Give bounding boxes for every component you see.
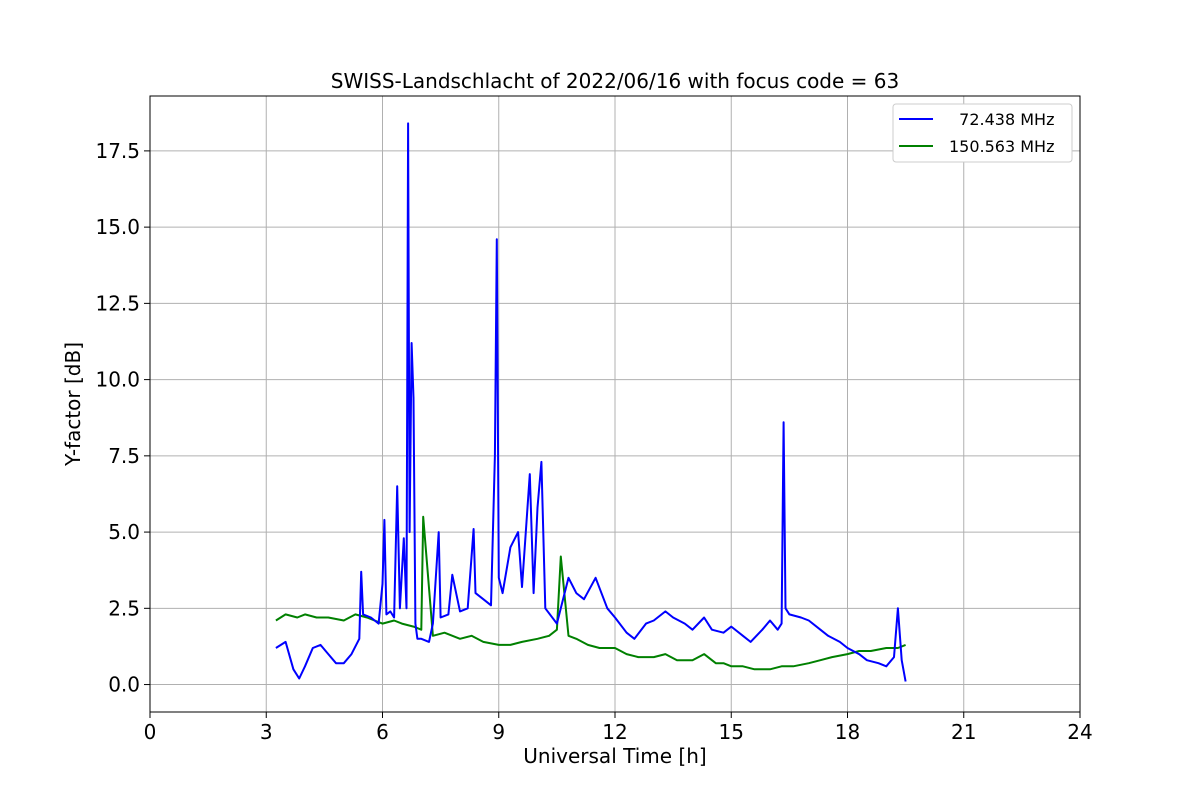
y-tick-label: 10.0 bbox=[95, 368, 140, 392]
x-tick-label: 21 bbox=[951, 720, 976, 744]
y-tick-label: 15.0 bbox=[95, 215, 140, 239]
x-tick-label: 9 bbox=[492, 720, 505, 744]
y-tick-label: 5.0 bbox=[108, 520, 140, 544]
plot-area bbox=[275, 122, 907, 682]
y-tick-label: 7.5 bbox=[108, 444, 140, 468]
series-150mhz-line bbox=[275, 515, 906, 671]
legend-label-72mhz: 72.438 MHz bbox=[949, 110, 1054, 129]
y-axis-label: Y-factor [dB] bbox=[61, 342, 85, 467]
legend: 72.438 MHz 150.563 MHz bbox=[892, 103, 1073, 163]
y-tick-label: 12.5 bbox=[95, 291, 140, 315]
x-tick-label: 24 bbox=[1067, 720, 1092, 744]
legend-box bbox=[892, 103, 1073, 163]
x-tick-label: 3 bbox=[260, 720, 273, 744]
x-tick-label: 15 bbox=[719, 720, 744, 744]
axis-ticks: 0 3 6 9 12 15 18 21 24 0.0 2.5 5.0 7.5 10.0 12.5 15.0 17… bbox=[95, 139, 1092, 744]
x-tick-label: 6 bbox=[376, 720, 389, 744]
y-tick-label: 17.5 bbox=[95, 139, 140, 163]
y-tick-label: 0.0 bbox=[108, 673, 140, 697]
y-tick-label: 2.5 bbox=[108, 596, 140, 620]
x-tick-label: 12 bbox=[602, 720, 627, 744]
x-axis-label: Universal Time [h] bbox=[523, 744, 706, 768]
chart-title: SWISS-Landschlacht of 2022/06/16 with fo… bbox=[331, 69, 899, 93]
x-tick-label: 0 bbox=[144, 720, 157, 744]
series-72mhz-line bbox=[275, 122, 907, 682]
legend-label-150mhz: 150.563 MHz bbox=[949, 137, 1054, 156]
x-tick-label: 18 bbox=[835, 720, 860, 744]
